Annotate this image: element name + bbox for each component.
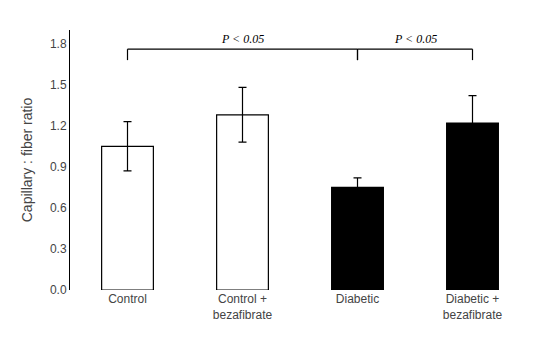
svg-text:0.6: 0.6 xyxy=(50,201,67,215)
svg-text:P < 0.05: P < 0.05 xyxy=(221,32,264,46)
svg-text:Diabetic: Diabetic xyxy=(336,292,379,306)
svg-text:Capillary : fiber ratio: Capillary : fiber ratio xyxy=(19,98,35,223)
svg-text:P < 0.05: P < 0.05 xyxy=(394,32,437,46)
svg-text:0.0: 0.0 xyxy=(50,283,67,297)
svg-text:0.9: 0.9 xyxy=(50,160,67,174)
svg-text:1.2: 1.2 xyxy=(50,119,67,133)
svg-text:0.3: 0.3 xyxy=(50,242,67,256)
svg-text:1.8: 1.8 xyxy=(50,37,67,51)
svg-text:1.5: 1.5 xyxy=(50,78,67,92)
svg-text:Control: Control xyxy=(108,292,147,306)
svg-text:Diabetic +bezafibrate: Diabetic +bezafibrate xyxy=(443,292,503,322)
svg-text:Control +bezafibrate: Control +bezafibrate xyxy=(213,292,273,322)
